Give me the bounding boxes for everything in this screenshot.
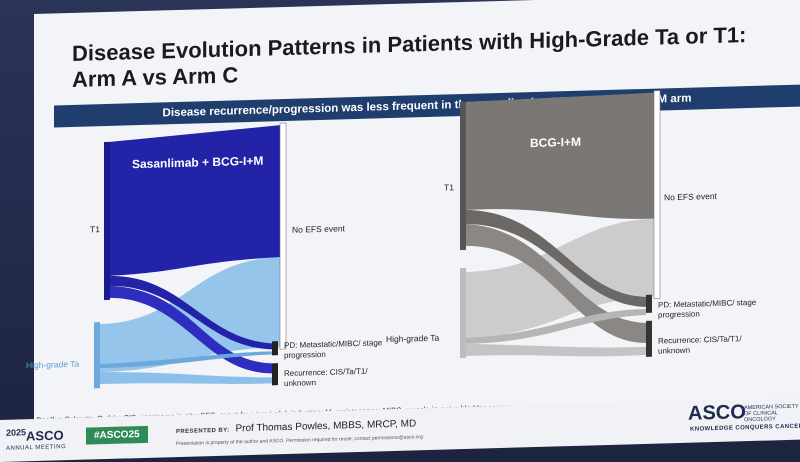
left-target-rec: Recurrence: CIS/Ta/T1/ unknown (284, 366, 368, 389)
left-node-pd (272, 341, 278, 356)
presenter-name: Prof Thomas Powles, MBBS, MRCP, MD (235, 418, 417, 435)
left-flow-ta-to-pd (100, 351, 272, 369)
sankey-diagrams (94, 90, 661, 389)
left-sankey (94, 122, 287, 389)
left-flow-t1-to-pd (110, 275, 272, 350)
disclaimer: Presentation is property of the author a… (176, 434, 423, 448)
left-flow-t1-to-noefs (110, 125, 280, 276)
left-flow-ta-to-noefs (100, 257, 280, 373)
left-target-noefs: No EFS event (292, 223, 345, 235)
left-flow-ta-to-rec (100, 372, 272, 385)
right-sankey (460, 90, 661, 359)
right-source-ta: High-grade Ta (386, 332, 440, 345)
presented-by-label: PRESENTED BY: (176, 427, 230, 436)
right-header: BCG-I+M (530, 134, 581, 151)
left-node-noefs (279, 122, 287, 350)
slide: Disease Evolution Patterns in Patients w… (26, 0, 800, 427)
right-source-t1: T1 (444, 182, 454, 193)
annual-meeting-label: ANNUAL MEETING (6, 444, 67, 452)
left-header: Sasanlimab + BCG-I+M (132, 153, 264, 172)
right-node-rec (646, 320, 652, 357)
hashtag-badge: #ASCO25 (86, 425, 148, 445)
right-flow-t1-to-rec (466, 223, 646, 343)
right-flow-ta-to-rec (466, 343, 646, 357)
left-node-rec (272, 363, 278, 386)
right-node-ta (460, 267, 466, 359)
right-flow-ta-to-pd (466, 308, 646, 344)
right-node-pd (646, 294, 652, 313)
left-source-t1: T1 (90, 224, 100, 235)
asco-logo: ASCO (688, 401, 746, 425)
right-target-noefs: No EFS event (664, 190, 717, 203)
right-flow-t1-to-pd (466, 209, 646, 307)
right-node-noefs (653, 90, 661, 299)
left-target-pd: PD: Metastatic/MIBC/ stage progression (284, 338, 383, 361)
right-target-rec: Recurrence: CIS/Ta/T1/ unknown (658, 334, 742, 356)
right-flow-t1-to-noefs (466, 92, 654, 219)
left-flow-t1-to-rec (110, 285, 272, 374)
right-node-t1 (460, 101, 466, 251)
left-node-t1 (104, 141, 110, 301)
left-node-ta (94, 322, 100, 389)
asco-society-name: AMERICAN SOCIETY OF CLINICAL ONCOLOGY (744, 403, 799, 424)
left-source-ta: High-grade Ta (26, 358, 80, 371)
presenter-line: PRESENTED BY: Prof Thomas Powles, MBBS, M… (176, 418, 416, 436)
right-target-pd: PD: Metastatic/MIBC/ stage progression (658, 297, 757, 320)
asco-meeting-logo: 2025ASCO (6, 427, 64, 444)
